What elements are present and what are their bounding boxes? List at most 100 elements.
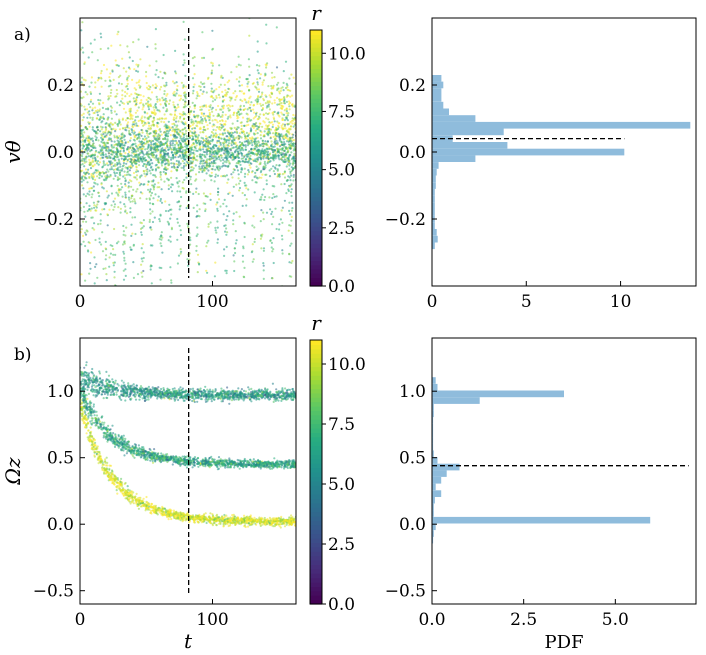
- histogram-bar: [432, 188, 435, 196]
- scatter-point: [179, 115, 182, 118]
- scatter-point: [237, 160, 240, 163]
- histogram-bar: [432, 115, 476, 122]
- scatter-point: [262, 218, 265, 221]
- scatter-point: [117, 206, 120, 209]
- scatter-point: [284, 60, 288, 63]
- scatter-point: [193, 73, 196, 76]
- scatter-point: [183, 158, 186, 161]
- scatter-point: [100, 69, 103, 73]
- scatter-point: [291, 105, 294, 108]
- scatter-point: [97, 173, 101, 176]
- scatter-point: [100, 128, 103, 131]
- scatter-point: [160, 238, 163, 241]
- scatter-point: [250, 119, 253, 122]
- scatter-point: [270, 84, 273, 88]
- scatter-point: [279, 218, 282, 221]
- scatter-point: [226, 156, 229, 159]
- scatter-point: [119, 201, 122, 204]
- scatter-point: [185, 176, 188, 179]
- scatter-point: [174, 149, 177, 152]
- scatter-point: [271, 311, 273, 313]
- histogram-bar: [432, 208, 435, 216]
- scatter-point: [276, 142, 279, 145]
- scatter-point: [154, 73, 157, 76]
- scatter-point: [213, 134, 216, 137]
- scatter-point: [80, 124, 83, 127]
- scatter-point: [245, 131, 248, 134]
- scatter-point: [287, 143, 291, 146]
- scatter-point: [150, 191, 154, 195]
- scatter-point: [97, 191, 100, 194]
- histogram-bar: [432, 101, 444, 109]
- scatter-point: [177, 94, 181, 97]
- scatter-point: [104, 202, 108, 205]
- scatter-point: [212, 159, 215, 162]
- scatter-point: [190, 169, 193, 172]
- scatter-point: [142, 103, 145, 106]
- scatter-point: [140, 182, 143, 186]
- scatter-point: [116, 163, 119, 166]
- scatter-point: [109, 94, 112, 98]
- scatter-point: [281, 147, 284, 150]
- scatter-point: [152, 123, 155, 126]
- scatter-point: [96, 175, 99, 178]
- scatter-point: [226, 104, 229, 107]
- scatter-point: [261, 148, 264, 151]
- scatter-point: [221, 100, 224, 103]
- scatter-point: [139, 191, 142, 194]
- scatter-point: [208, 122, 211, 125]
- scatter-point: [263, 160, 266, 163]
- scatter-point: [205, 195, 208, 198]
- scatter-point: [263, 148, 267, 151]
- scatter-point: [146, 45, 149, 48]
- scatter-point: [193, 105, 196, 108]
- scatter-point: [124, 180, 127, 183]
- scatter-point: [101, 231, 104, 234]
- scatter-point: [237, 110, 240, 113]
- scatter-point: [126, 45, 129, 48]
- scatter-point: [241, 254, 244, 257]
- scatter-point: [186, 258, 189, 261]
- scatter-point: [224, 113, 227, 116]
- scatter-point: [282, 138, 285, 141]
- scatter-point: [158, 138, 161, 141]
- scatter-point: [105, 134, 108, 137]
- scatter-point: [91, 159, 94, 162]
- scatter-point: [204, 208, 207, 211]
- scatter-point: [120, 398, 123, 401]
- scatter-point: [147, 385, 150, 388]
- scatter-point: [252, 117, 255, 120]
- scatter-point: [259, 144, 263, 147]
- scatter-point: [262, 142, 265, 145]
- scatter-point: [98, 108, 101, 111]
- scatter-point: [291, 201, 294, 204]
- scatter-point: [128, 56, 131, 59]
- scatter-point: [292, 125, 295, 128]
- scatter-point: [140, 117, 143, 120]
- scatter-point: [88, 187, 91, 190]
- scatter-point: [269, 160, 272, 163]
- scatter-point: [90, 81, 93, 84]
- scatter-point: [119, 44, 122, 47]
- scatter-point: [189, 162, 192, 165]
- scatter-point: [193, 107, 196, 110]
- scatter-point: [147, 122, 151, 125]
- scatter-point: [141, 147, 144, 150]
- scatter-point: [256, 83, 259, 86]
- scatter-point: [145, 70, 148, 74]
- scatter-point: [105, 68, 108, 71]
- scatter-point: [257, 126, 260, 129]
- scatter-point: [262, 188, 265, 191]
- scatter-point: [256, 177, 259, 180]
- scatter-point: [253, 175, 256, 179]
- scatter-point: [113, 197, 117, 200]
- scatter-point: [183, 61, 186, 64]
- scatter-point: [262, 249, 265, 252]
- scatter-point: [106, 118, 109, 121]
- scatter-point: [287, 229, 290, 232]
- scatter-point: [102, 131, 105, 134]
- scatter-point: [85, 202, 88, 205]
- scatter-point: [171, 154, 174, 157]
- scatter-point: [272, 215, 275, 218]
- scatter-point: [251, 243, 254, 246]
